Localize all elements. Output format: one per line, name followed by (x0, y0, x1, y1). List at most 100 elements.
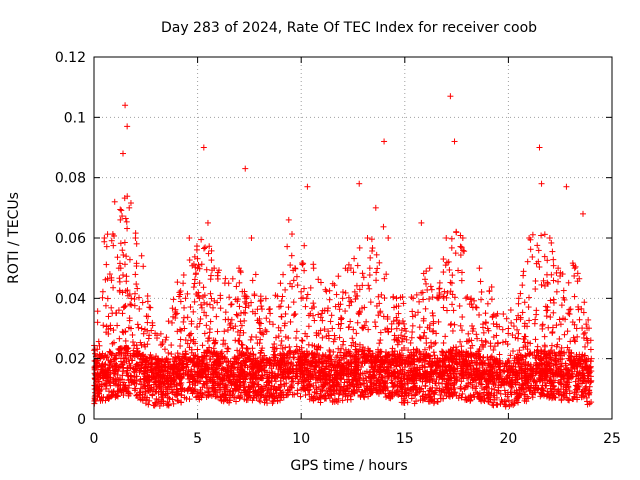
data-point (207, 276, 214, 283)
data-point (129, 339, 136, 346)
data-point (333, 291, 340, 298)
data-point (571, 293, 578, 300)
data-point (187, 304, 194, 311)
data-point (119, 272, 126, 279)
data-point (571, 272, 578, 279)
data-point (297, 393, 304, 400)
data-point (175, 398, 182, 405)
data-point (186, 257, 193, 264)
data-point (338, 320, 345, 327)
data-point (272, 378, 279, 385)
data-point (541, 333, 548, 340)
data-point (251, 292, 258, 299)
data-point (317, 279, 324, 286)
data-point (532, 286, 539, 293)
data-point (421, 329, 428, 336)
data-point (184, 314, 191, 321)
data-point (110, 327, 117, 334)
data-point (298, 288, 305, 295)
data-point (581, 343, 588, 350)
data-point (201, 330, 208, 337)
data-point (376, 340, 383, 347)
data-point (584, 401, 591, 408)
data-point (575, 306, 582, 313)
data-point (430, 312, 437, 319)
chart-title: Day 283 of 2024, Rate Of TEC Index for r… (161, 20, 537, 36)
data-point (110, 339, 117, 346)
data-point (117, 206, 124, 213)
data-point (374, 265, 381, 272)
data-point (248, 333, 255, 340)
data-point (194, 323, 201, 330)
data-point (431, 352, 438, 359)
data-point (459, 313, 466, 320)
data-point (508, 319, 515, 326)
data-point (177, 336, 184, 343)
data-point (521, 391, 528, 398)
data-point (478, 288, 485, 295)
data-point (193, 243, 200, 250)
data-point (367, 299, 374, 306)
data-point (181, 304, 188, 311)
data-point (400, 300, 407, 307)
data-point (533, 384, 540, 391)
data-point (377, 337, 384, 344)
data-point (136, 294, 143, 301)
data-point (458, 343, 465, 350)
data-point (360, 274, 367, 281)
data-point (156, 402, 163, 409)
data-point (457, 322, 464, 329)
data-point (140, 263, 147, 270)
data-point (290, 299, 297, 306)
data-point (499, 326, 506, 333)
data-point (447, 322, 454, 329)
data-point (148, 360, 155, 367)
data-point (103, 261, 110, 268)
data-point (409, 329, 416, 336)
data-point (371, 319, 378, 326)
data-point (368, 236, 375, 243)
data-point (478, 296, 485, 303)
data-point (560, 287, 567, 294)
data-point (548, 239, 555, 246)
data-point (227, 301, 234, 308)
data-point (199, 342, 206, 349)
data-point (205, 335, 212, 342)
data-point (501, 368, 508, 375)
data-point (356, 244, 363, 251)
data-point (512, 334, 519, 341)
data-point (477, 278, 484, 285)
data-point (198, 236, 205, 243)
data-point (576, 316, 583, 323)
data-point (213, 313, 220, 320)
data-point (207, 318, 214, 325)
data-point (351, 255, 358, 262)
data-point (491, 386, 498, 393)
data-point (354, 262, 361, 269)
data-point (366, 285, 373, 292)
data-point (293, 335, 300, 342)
data-point (158, 342, 165, 349)
data-point (587, 346, 594, 353)
data-point (327, 318, 334, 325)
data-point (493, 332, 500, 339)
data-point (222, 275, 229, 282)
data-point (450, 307, 457, 314)
data-point (581, 299, 588, 306)
data-point (403, 328, 410, 335)
data-point (303, 295, 310, 302)
data-point (366, 272, 373, 279)
data-point (535, 247, 542, 254)
data-point (236, 279, 243, 286)
data-point (287, 318, 294, 325)
data-point (290, 277, 297, 284)
data-point (279, 293, 286, 300)
data-point (527, 246, 534, 253)
data-point (180, 314, 187, 321)
data-point (222, 309, 229, 316)
data-point (476, 311, 483, 318)
data-point (104, 295, 111, 302)
data-point (449, 301, 456, 308)
data-point (408, 334, 415, 341)
data-point (203, 266, 210, 273)
